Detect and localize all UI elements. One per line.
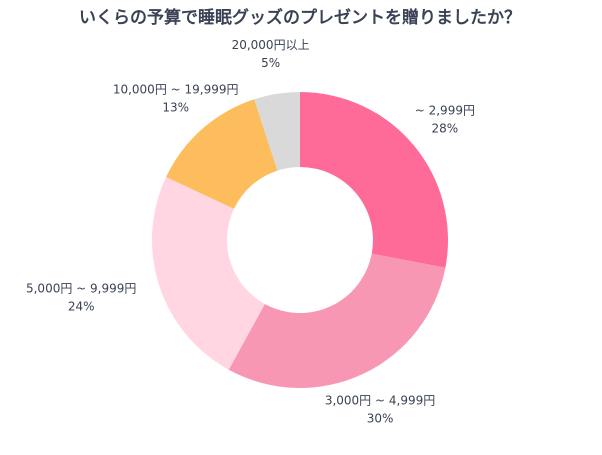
donut-segment	[152, 176, 265, 370]
value-label: 28%	[432, 122, 459, 136]
value-label: 5%	[261, 56, 280, 70]
value-label: 13%	[162, 100, 189, 114]
donut-segment	[228, 253, 446, 388]
value-label: 24%	[68, 300, 95, 314]
segment-label: 3,000円 ~ 4,999円	[325, 394, 435, 408]
value-label: 30%	[367, 412, 394, 426]
chart-title: いくらの予算で睡眠グッズのプレゼントを贈りましたか？	[79, 7, 521, 28]
segment-label: ~ 2,999円	[415, 104, 475, 118]
segment-label: 10,000円 ~ 19,999円	[113, 82, 239, 96]
donut-segment	[166, 99, 278, 209]
donut-segment	[254, 92, 300, 171]
segment-label: 5,000円 ~ 9,999円	[26, 282, 136, 296]
donut-segment	[300, 92, 448, 268]
segment-label: 20,000円以上	[232, 38, 310, 52]
